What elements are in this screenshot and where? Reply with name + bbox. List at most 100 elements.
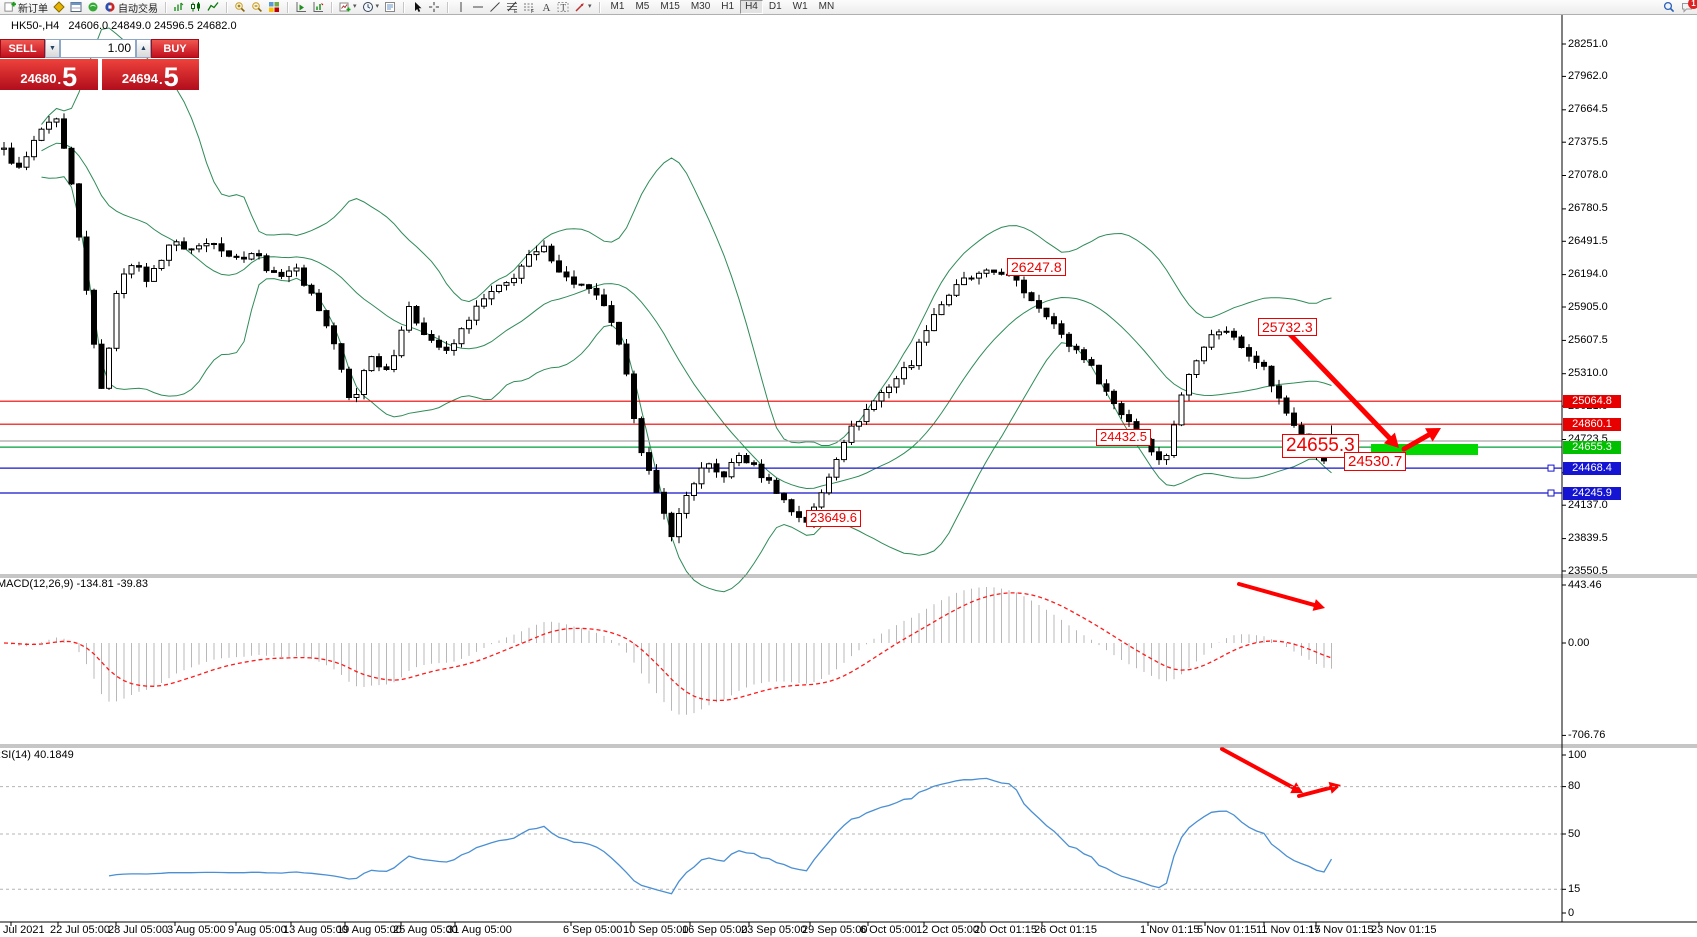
buy-button[interactable]: BUY bbox=[151, 39, 199, 58]
svg-text:F: F bbox=[531, 9, 534, 13]
horizontal-line-icon bbox=[473, 6, 484, 8]
buy-price-display[interactable]: 24694 . 5 bbox=[101, 59, 199, 92]
new-order-button[interactable]: 新订单 bbox=[3, 0, 49, 15]
trend-arrow-rsi-head[interactable] bbox=[1290, 782, 1303, 794]
volume-decrease-button[interactable]: ▼ bbox=[45, 39, 60, 58]
price-annotation[interactable]: 24530.7 bbox=[1344, 452, 1407, 472]
scroll-to-end-button[interactable] bbox=[294, 0, 308, 14]
periods-button[interactable]: ▾ bbox=[361, 0, 381, 14]
fibonacci-icon: E bbox=[507, 1, 518, 13]
sell-price-main: 24680 bbox=[20, 71, 57, 86]
buy-price-frac: 5 bbox=[163, 62, 179, 92]
navigator-button[interactable] bbox=[86, 0, 100, 14]
volume-increase-button[interactable]: ▲ bbox=[136, 39, 151, 58]
vertical-line-tool-button[interactable] bbox=[454, 0, 468, 14]
price-annotation[interactable]: 25732.3 bbox=[1258, 318, 1317, 337]
x-axis-label: 9 Aug 05:00 bbox=[228, 924, 287, 936]
search-icon bbox=[1663, 1, 1675, 13]
text-icon: A bbox=[543, 2, 551, 13]
templates-icon bbox=[385, 2, 396, 12]
timeframe-M30[interactable]: M30 bbox=[690, 1, 711, 12]
line-handle[interactable] bbox=[1547, 464, 1555, 472]
macd-indicator bbox=[3, 587, 1332, 715]
templates-button[interactable] bbox=[383, 0, 397, 14]
notification-badge: 1 bbox=[1688, 0, 1697, 9]
x-axis-label: 22 Jul 05:00 bbox=[50, 924, 110, 936]
zoom-in-button[interactable] bbox=[233, 0, 247, 14]
notifications-button[interactable]: 1 bbox=[1680, 0, 1697, 14]
rsi-label: RSI(14) 40.1849 bbox=[0, 749, 74, 761]
sell-price-display[interactable]: 24680 . 5 bbox=[0, 59, 98, 91]
trend-arrow-macd[interactable] bbox=[1237, 582, 1321, 609]
y-axis-label: 23550.5 bbox=[1568, 564, 1608, 577]
line-handle[interactable] bbox=[1547, 489, 1555, 497]
fibonacci-tool-button[interactable]: E bbox=[505, 0, 519, 14]
crosshair-tool-button[interactable] bbox=[427, 0, 441, 14]
price-annotation[interactable]: 24432.5 bbox=[1096, 429, 1151, 446]
timeframe-W1[interactable]: W1 bbox=[792, 1, 808, 12]
line-chart-button[interactable] bbox=[206, 0, 220, 14]
text-label-tool-button[interactable]: T bbox=[556, 0, 570, 14]
indicators-button[interactable]: ▾ bbox=[338, 0, 358, 14]
arrows-tool-button[interactable]: ▾ bbox=[573, 0, 593, 14]
cursor-icon bbox=[415, 2, 422, 12]
price-annotation[interactable]: 26247.8 bbox=[1007, 258, 1066, 277]
timeframe-H1[interactable]: H1 bbox=[721, 1, 735, 12]
price-annotation[interactable]: 23649.6 bbox=[806, 510, 861, 527]
timeframe-M5[interactable]: M5 bbox=[635, 1, 650, 12]
buy-price-main: 24694 bbox=[121, 71, 158, 86]
support-zone[interactable] bbox=[1371, 444, 1478, 455]
channels-tool-button[interactable]: F bbox=[522, 0, 536, 14]
sell-button[interactable]: SELL bbox=[0, 39, 45, 58]
x-axis-label: Jul 2021 bbox=[3, 924, 45, 936]
toolbar-separator bbox=[165, 1, 166, 13]
auto-scroll-icon bbox=[313, 2, 324, 12]
x-axis-label: 13 Aug 05:00 bbox=[283, 924, 348, 936]
autotrade-button[interactable]: 自动交易 bbox=[103, 0, 159, 15]
zoom-out-button[interactable] bbox=[250, 0, 264, 14]
clock-icon bbox=[362, 2, 373, 12]
bounce-arrow-rsi-head[interactable] bbox=[1328, 781, 1341, 794]
trend-arrow-macd-head[interactable] bbox=[1312, 599, 1325, 611]
bounce-arrow-main-head[interactable] bbox=[1425, 428, 1441, 442]
text-label-icon: T bbox=[557, 2, 569, 13]
market-watch-button[interactable] bbox=[52, 0, 66, 14]
toolbar-separator bbox=[331, 1, 332, 13]
volume-input[interactable]: 1.00 bbox=[60, 39, 136, 58]
trend-arrow-main-head[interactable] bbox=[1383, 432, 1399, 448]
candlestick-chart-button[interactable] bbox=[189, 0, 203, 14]
bounce-arrow-rsi[interactable] bbox=[1297, 784, 1337, 798]
x-axis-label: 31 Aug 05:00 bbox=[447, 924, 512, 936]
horizontal-line-tool-button[interactable] bbox=[471, 0, 485, 14]
bounce-arrow-main[interactable] bbox=[1401, 429, 1437, 452]
timeframe-MN[interactable]: MN bbox=[818, 1, 835, 12]
price-annotation[interactable]: 24655.3 bbox=[1282, 434, 1359, 458]
bar-chart-button[interactable] bbox=[172, 0, 186, 14]
bar-chart-icon bbox=[174, 2, 184, 11]
timeframe-D1[interactable]: D1 bbox=[768, 1, 782, 12]
text-tool-button[interactable]: A bbox=[539, 0, 553, 14]
x-axis-label: 19 Aug 05:00 bbox=[337, 924, 402, 936]
toolbar-separator bbox=[287, 1, 288, 13]
price-badge: 24655.3 bbox=[1563, 440, 1621, 454]
timeframe-M15[interactable]: M15 bbox=[660, 1, 680, 12]
cursor-tool-button[interactable] bbox=[410, 0, 424, 14]
price-badge: 24245.9 bbox=[1563, 486, 1621, 500]
x-axis-label: 25 Aug 05:00 bbox=[393, 924, 458, 936]
search-button[interactable] bbox=[1662, 0, 1676, 14]
x-axis-label: 6 Sep 05:00 bbox=[563, 924, 623, 936]
auto-scroll-button[interactable] bbox=[311, 0, 325, 14]
market-watch-icon bbox=[53, 1, 65, 13]
x-axis-label: 3 Aug 05:00 bbox=[167, 924, 226, 936]
timeframe-M1[interactable]: M1 bbox=[610, 1, 625, 12]
svg-text:A: A bbox=[543, 2, 551, 13]
periods-caret: ▾ bbox=[375, 3, 380, 10]
trend-arrow-main[interactable] bbox=[1279, 323, 1396, 445]
tile-windows-button[interactable] bbox=[267, 0, 281, 14]
data-window-button[interactable] bbox=[69, 0, 83, 14]
timeframe-H4[interactable]: H4 bbox=[740, 0, 763, 14]
trendline-tool-button[interactable] bbox=[488, 0, 502, 14]
trend-arrow-rsi[interactable] bbox=[1220, 747, 1300, 792]
macd-label: MACD(12,26,9) -134.81 -39.83 bbox=[0, 578, 149, 590]
